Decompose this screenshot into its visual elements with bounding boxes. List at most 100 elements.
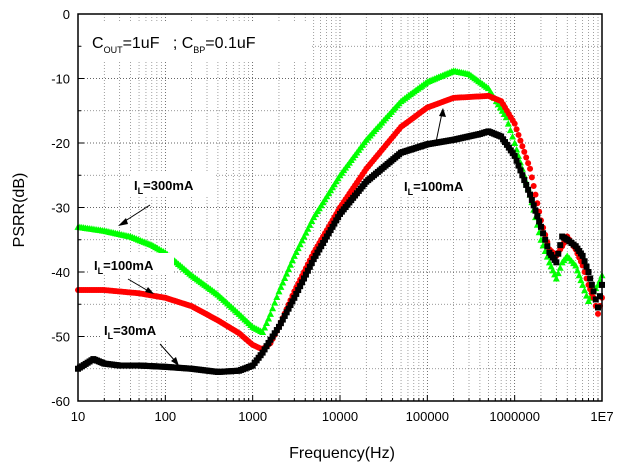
annotation-arrow <box>435 112 443 143</box>
y-tick-label: -30 <box>51 201 70 216</box>
data-point <box>585 269 592 275</box>
annotation-label: IL=100mA <box>404 179 464 197</box>
data-point <box>581 286 589 294</box>
data-point <box>323 233 330 240</box>
data-point <box>302 271 309 278</box>
annotation-value: =100mA <box>103 258 154 273</box>
data-point <box>316 246 323 253</box>
data-point <box>312 252 319 259</box>
data-point <box>281 312 288 319</box>
data-point <box>281 274 289 282</box>
data-point <box>300 233 308 240</box>
data-point <box>513 126 520 133</box>
annotation-symbol: I <box>94 258 98 273</box>
condition-text: COUT=1uF ; CBP=0.1uF <box>92 35 256 55</box>
data-point <box>327 227 334 234</box>
data-point <box>279 316 286 323</box>
data-point <box>292 248 300 256</box>
data-point <box>296 240 304 248</box>
data-point <box>553 259 560 266</box>
data-point <box>530 202 537 209</box>
data-point <box>509 133 517 140</box>
data-point <box>581 258 588 265</box>
data-point <box>575 271 583 279</box>
data-point <box>536 218 543 225</box>
annotation-value: =100mA <box>413 179 464 194</box>
annotation-label: IL=100mA <box>94 258 154 276</box>
data-point <box>285 305 292 312</box>
series-square <box>75 128 605 375</box>
annotation-arrowhead <box>439 108 446 117</box>
y-tick-label: -50 <box>51 330 70 345</box>
data-point <box>294 244 302 252</box>
data-point <box>579 281 587 288</box>
data-point <box>263 343 270 350</box>
y-tick-label: -60 <box>51 394 70 409</box>
data-point <box>261 323 269 331</box>
y-tick-label: -10 <box>51 72 70 87</box>
data-point <box>333 217 340 224</box>
data-point <box>267 336 274 343</box>
data-point <box>555 250 562 257</box>
data-point <box>288 256 296 264</box>
data-point <box>273 293 281 300</box>
annotation-il-300ma: IL=300mA <box>118 173 216 226</box>
condition-box: COUT=1uF ; CBP=0.1uF <box>82 22 310 62</box>
data-point <box>573 266 581 274</box>
data-point <box>552 274 560 282</box>
annotation-il-100ma-right: IL=100mA <box>398 108 488 197</box>
data-point <box>263 319 271 326</box>
data-point <box>515 162 522 169</box>
x-axis-title: Frequency(Hz) <box>289 445 395 462</box>
data-point <box>527 191 534 198</box>
data-point <box>579 252 586 259</box>
data-point <box>517 167 524 174</box>
data-point <box>259 349 266 356</box>
annotation-subscript: L <box>408 187 414 197</box>
data-point <box>275 287 283 295</box>
data-point <box>290 252 298 259</box>
annotation-symbol: I <box>404 179 408 194</box>
data-point <box>299 279 306 286</box>
data-point <box>511 139 519 146</box>
annotation-label-bg <box>100 318 180 340</box>
data-point <box>283 270 291 277</box>
y-tick-label: -20 <box>51 136 70 151</box>
data-point <box>306 221 314 228</box>
annotation-arrowhead <box>145 287 154 294</box>
data-point <box>269 304 277 312</box>
cout-subscript: OUT <box>104 45 124 55</box>
data-point <box>588 281 595 288</box>
data-point <box>279 278 287 286</box>
data-point <box>271 330 278 337</box>
data-point <box>329 223 336 230</box>
data-point <box>277 283 285 290</box>
data-point <box>297 283 304 290</box>
annotation-value: =30mA <box>113 323 157 338</box>
data-point <box>291 294 298 301</box>
data-point <box>271 299 279 306</box>
data-point <box>304 267 311 274</box>
data-point <box>530 183 537 189</box>
data-point <box>285 265 293 273</box>
data-point <box>525 186 532 193</box>
data-point <box>583 292 591 299</box>
data-point <box>595 310 602 317</box>
data-point <box>335 214 342 221</box>
data-point <box>283 309 290 316</box>
annotation-arrowhead <box>171 357 179 366</box>
annotation-symbol: I <box>104 323 108 338</box>
data-point <box>521 148 528 155</box>
data-point <box>557 242 564 249</box>
data-point <box>275 323 282 330</box>
data-point <box>301 275 308 282</box>
data-point <box>534 213 541 220</box>
annotation-subscript: L <box>98 266 104 276</box>
annotation-il-30ma: IL=30mA <box>100 318 180 366</box>
data-point <box>310 256 317 263</box>
annotation-subscript: L <box>138 186 144 196</box>
data-point <box>519 143 526 150</box>
data-point <box>506 126 514 134</box>
data-point <box>521 177 528 184</box>
x-tick-label: 100000 <box>406 409 449 424</box>
